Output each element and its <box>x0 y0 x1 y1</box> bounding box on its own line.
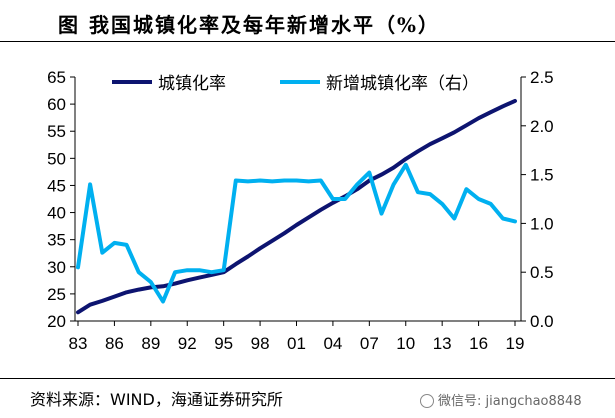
x-tick-label: 13 <box>433 334 452 353</box>
series-lines <box>76 98 517 315</box>
x-tick-label: 01 <box>287 334 306 353</box>
x-tick-label: 83 <box>69 334 88 353</box>
chart-title: 图 我国城镇化率及每年新增水平（%） <box>58 13 440 37</box>
x-tick-label: 10 <box>396 334 415 353</box>
right-tick-label: 0.5 <box>530 263 554 282</box>
right-tick-label: 0.0 <box>530 312 554 331</box>
x-tick-label: 92 <box>178 334 197 353</box>
left-tick-label: 25 <box>47 285 66 304</box>
left-tick-label: 55 <box>47 122 66 141</box>
x-axis-ticks: 83 86 89 92 95 98 01 04 07 10 13 16 19 <box>69 321 525 353</box>
x-tick-label: 89 <box>141 334 160 353</box>
left-tick-label: 50 <box>47 149 66 168</box>
wechat-icon <box>420 394 434 408</box>
x-tick-label: 16 <box>469 334 488 353</box>
x-tick-label: 95 <box>214 334 233 353</box>
series-urbanization-line <box>76 98 517 315</box>
series-increment-line <box>76 162 517 304</box>
right-tick-label: 2.5 <box>530 68 554 87</box>
right-tick-label: 1.0 <box>530 214 554 233</box>
right-tick-label: 2.0 <box>530 117 554 136</box>
left-tick-label: 40 <box>47 204 66 223</box>
left-tick-label: 65 <box>47 68 66 87</box>
legend: 城镇化率 新增城镇化率（右） <box>112 74 479 93</box>
axes <box>74 77 522 322</box>
right-axis-ticks: 0.0 0.5 1.0 1.5 2.0 2.5 <box>521 68 554 331</box>
x-tick-label: 98 <box>251 334 270 353</box>
left-tick-label: 60 <box>47 95 66 114</box>
left-tick-label: 35 <box>47 231 66 250</box>
left-tick-label: 30 <box>47 258 66 277</box>
title-bar: 图 我国城镇化率及每年新增水平（%） <box>0 0 615 42</box>
watermark-text: 微信号: jiangchao8848 <box>438 394 582 409</box>
x-tick-label: 86 <box>105 334 124 353</box>
left-axis-ticks: 20 25 30 35 40 45 50 55 60 65 <box>47 68 75 331</box>
watermark: 微信号: jiangchao8848 <box>420 390 582 409</box>
x-tick-label: 07 <box>360 334 379 353</box>
legend-label: 城镇化率 <box>158 74 226 93</box>
left-tick-label: 45 <box>47 176 66 195</box>
left-tick-label: 20 <box>47 312 66 331</box>
right-tick-label: 1.5 <box>530 166 554 185</box>
x-tick-label: 19 <box>506 334 525 353</box>
x-tick-label: 04 <box>323 334 342 353</box>
footer-divider <box>0 378 615 379</box>
legend-label: 新增城镇化率（右） <box>326 74 479 93</box>
source-note: 资料来源：WIND，海通证券研究所 <box>30 390 283 409</box>
